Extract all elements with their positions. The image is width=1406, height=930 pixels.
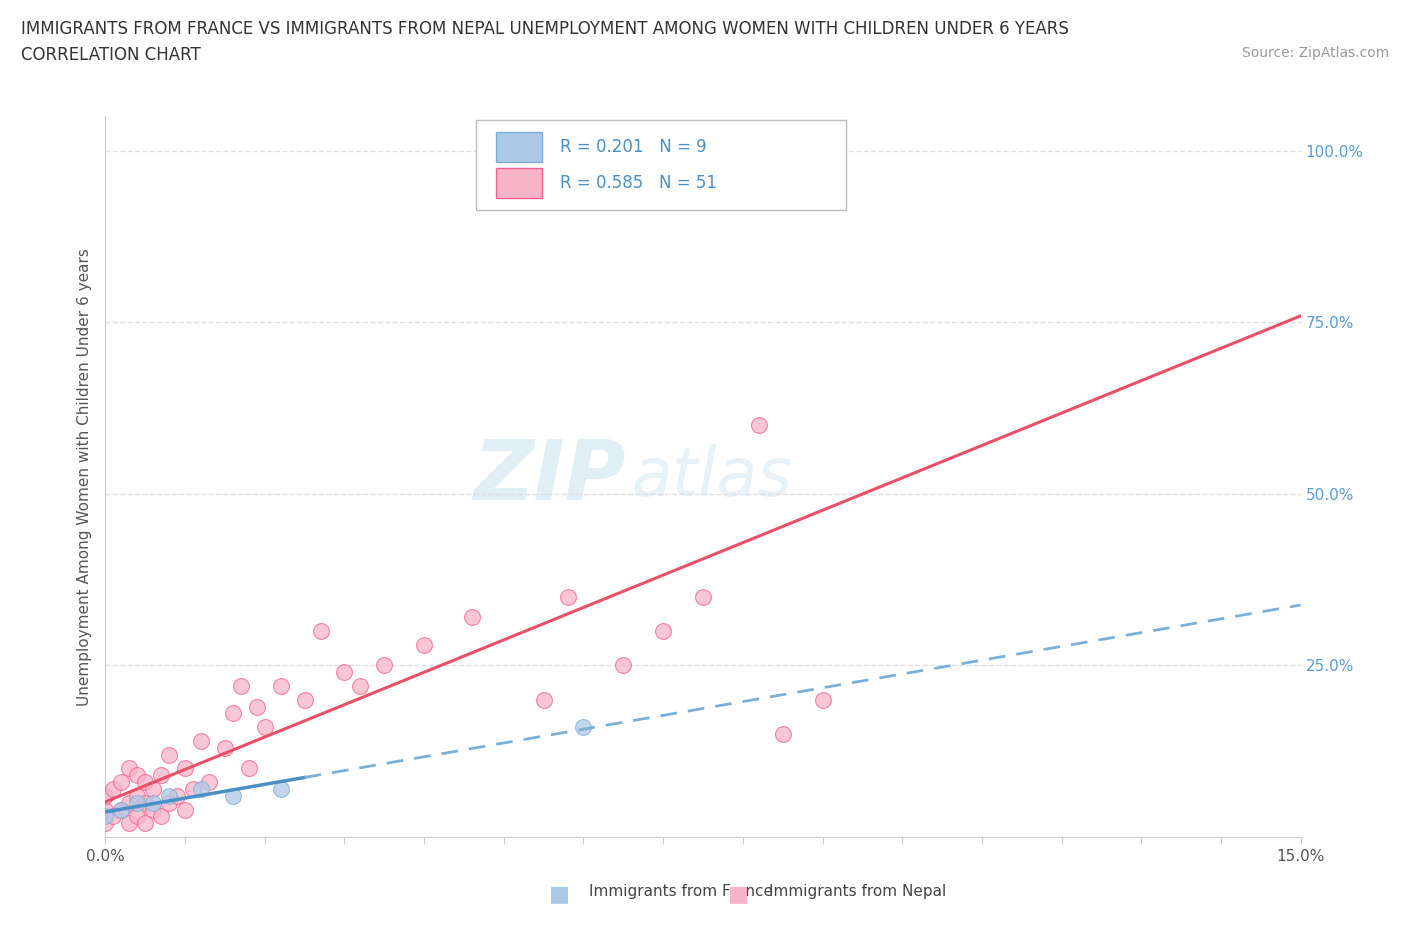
Point — [157, 795, 180, 810]
Point — [612, 658, 634, 672]
Point — [253, 720, 276, 735]
Point — [150, 768, 173, 783]
Point — [157, 789, 180, 804]
Point — [222, 706, 245, 721]
Point — [157, 747, 180, 762]
Point — [94, 809, 117, 824]
Point — [652, 624, 675, 639]
Point — [333, 665, 356, 680]
Point — [246, 699, 269, 714]
Text: Source: ZipAtlas.com: Source: ZipAtlas.com — [1241, 46, 1389, 60]
Point — [94, 816, 117, 830]
Point — [181, 781, 204, 796]
Point — [198, 775, 221, 790]
Point — [134, 775, 156, 790]
Point — [572, 720, 595, 735]
Point — [294, 692, 316, 707]
FancyBboxPatch shape — [496, 131, 541, 162]
Point — [110, 775, 132, 790]
Point — [174, 802, 197, 817]
Point — [349, 679, 371, 694]
FancyBboxPatch shape — [475, 120, 846, 210]
Point — [110, 802, 132, 817]
Y-axis label: Unemployment Among Women with Children Under 6 years: Unemployment Among Women with Children U… — [76, 247, 91, 706]
Point — [118, 761, 141, 776]
Point — [461, 610, 484, 625]
Point — [118, 795, 141, 810]
Point — [214, 740, 236, 755]
Text: R = 0.201   N = 9: R = 0.201 N = 9 — [560, 138, 706, 155]
Point — [110, 802, 132, 817]
Point — [118, 816, 141, 830]
Point — [373, 658, 395, 672]
Point — [413, 637, 436, 652]
Point — [811, 692, 834, 707]
Point — [127, 789, 149, 804]
Text: CORRELATION CHART: CORRELATION CHART — [21, 46, 201, 64]
Point — [270, 781, 292, 796]
Point — [533, 692, 555, 707]
Text: Immigrants from Nepal: Immigrants from Nepal — [769, 884, 946, 899]
Point — [103, 781, 125, 796]
Text: R = 0.585   N = 51: R = 0.585 N = 51 — [560, 174, 717, 193]
Point — [134, 816, 156, 830]
Text: ■: ■ — [728, 884, 749, 904]
Point — [103, 809, 125, 824]
Point — [731, 143, 754, 158]
Point — [748, 418, 770, 432]
Point — [166, 789, 188, 804]
Point — [174, 761, 197, 776]
Text: ZIP: ZIP — [472, 436, 626, 517]
Point — [127, 809, 149, 824]
Text: IMMIGRANTS FROM FRANCE VS IMMIGRANTS FROM NEPAL UNEMPLOYMENT AMONG WOMEN WITH CH: IMMIGRANTS FROM FRANCE VS IMMIGRANTS FRO… — [21, 20, 1069, 38]
Point — [309, 624, 332, 639]
Point — [229, 679, 252, 694]
Point — [142, 802, 165, 817]
Point — [150, 809, 173, 824]
Point — [94, 802, 117, 817]
FancyBboxPatch shape — [496, 168, 541, 198]
Point — [557, 590, 579, 604]
Text: ■: ■ — [550, 884, 569, 904]
Point — [222, 789, 245, 804]
Point — [190, 734, 212, 749]
Point — [134, 795, 156, 810]
Point — [190, 781, 212, 796]
Point — [238, 761, 260, 776]
Point — [94, 789, 117, 804]
Point — [772, 726, 794, 741]
Point — [270, 679, 292, 694]
Point — [127, 795, 149, 810]
Point — [692, 590, 714, 604]
Point — [142, 795, 165, 810]
Text: Immigrants from France: Immigrants from France — [589, 884, 773, 899]
Text: atlas: atlas — [631, 444, 793, 510]
Point — [127, 768, 149, 783]
Point — [142, 781, 165, 796]
